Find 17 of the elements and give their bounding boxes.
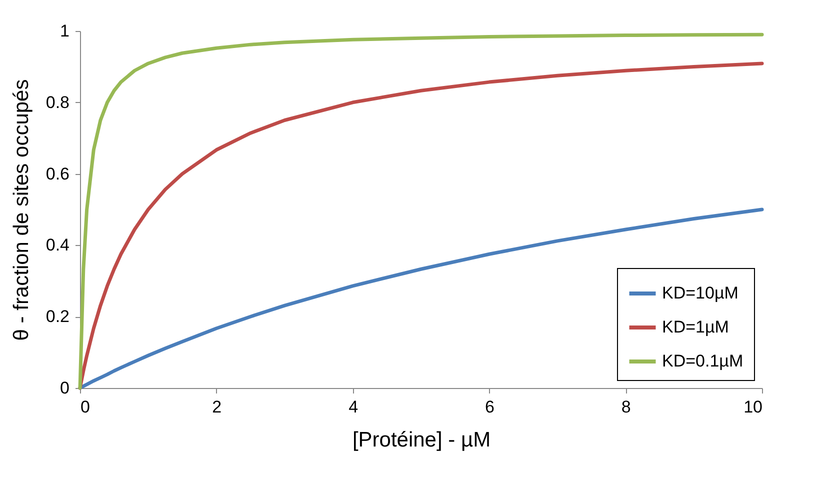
x-tick-label: 6 [484,398,494,416]
x-tick-label: 8 [621,398,631,416]
x-tick-label: 0 [80,398,90,416]
legend-label: KD=1µM [662,318,729,336]
y-tick-label: 0.8 [46,92,70,112]
x-tick-label: 4 [348,398,358,416]
y-tick-label: 0.4 [46,236,70,255]
y-axis-title: θ - fraction de sites occupés [10,79,33,341]
x-tick-label: 2 [212,398,222,416]
y-tick-label: 1 [60,22,70,40]
legend-label: KD=0.1µM [662,352,744,370]
y-tick-label: 0 [60,378,70,398]
x-axis-title: [Protéine] - µM [352,428,491,452]
x-tick-label: 10 [744,398,762,416]
y-tick-label: 0.2 [46,307,70,326]
legend-label: KD=10µM [662,284,738,302]
y-tick-label: 0.6 [46,164,70,184]
